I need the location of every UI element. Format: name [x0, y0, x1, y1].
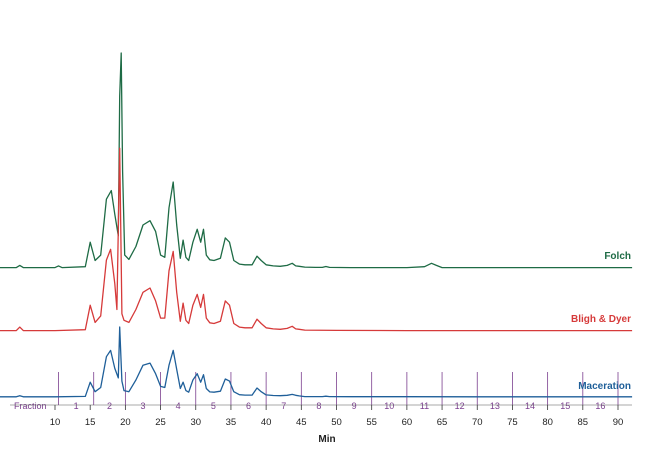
x-tick-label: 75: [507, 417, 518, 428]
x-tick-label: 45: [296, 417, 307, 428]
x-axis-ticks: 10 15 20 25 30 35 40 45 50 55 60 65 70 75 80 85 90: [10, 404, 632, 428]
fraction-label: 14: [525, 401, 535, 411]
fraction-label: 1: [74, 401, 79, 411]
x-tick-label: 15: [85, 417, 96, 428]
fraction-label: 7: [281, 401, 286, 411]
x-tick-label: 35: [226, 417, 237, 428]
x-tick-label: 30: [190, 417, 201, 428]
fraction-label: 3: [140, 401, 145, 411]
x-tick-label: 90: [613, 417, 624, 428]
fraction-layer: 1 2 3 4 5 6 7 8 9 10 11 12 13 14 15 16: [58, 372, 619, 411]
series-layer: [0, 52, 633, 398]
series-line: [0, 52, 633, 269]
x-axis-title: Min: [318, 434, 335, 445]
x-tick-label: 20: [120, 417, 131, 428]
x-tick-label: 85: [578, 417, 589, 428]
fraction-label: 16: [595, 401, 605, 411]
series-label-maceration: Maceration: [578, 381, 631, 392]
label-layer: Fraction Folch Bligh & Dyer Maceration M…: [14, 251, 631, 445]
fraction-label: 12: [455, 401, 465, 411]
series-line: [0, 326, 633, 398]
series-label-folch: Folch: [604, 251, 631, 262]
x-tick-label: 10: [50, 417, 61, 428]
fraction-label: 5: [211, 401, 216, 411]
fraction-label: 6: [246, 401, 251, 411]
fraction-label: 15: [560, 401, 570, 411]
x-tick-label: 65: [437, 417, 448, 428]
x-tick-label: 60: [402, 417, 413, 428]
x-tick-label: 80: [542, 417, 553, 428]
fraction-label: 4: [176, 401, 181, 411]
fraction-label: 2: [107, 401, 112, 411]
x-tick-label: 70: [472, 417, 483, 428]
fraction-label: 8: [316, 401, 321, 411]
fraction-label: 10: [384, 401, 394, 411]
x-tick-label: 25: [155, 417, 166, 428]
x-tick-label: 40: [261, 417, 272, 428]
series-label-bligh-dyer: Bligh & Dyer: [571, 314, 631, 325]
x-tick-label: 50: [331, 417, 342, 428]
fraction-label: 9: [352, 401, 357, 411]
fraction-label: 11: [420, 401, 429, 411]
series-line: [0, 147, 633, 332]
x-tick-label: 55: [366, 417, 377, 428]
fraction-title: Fraction: [14, 401, 47, 411]
fraction-label: 13: [490, 401, 500, 411]
